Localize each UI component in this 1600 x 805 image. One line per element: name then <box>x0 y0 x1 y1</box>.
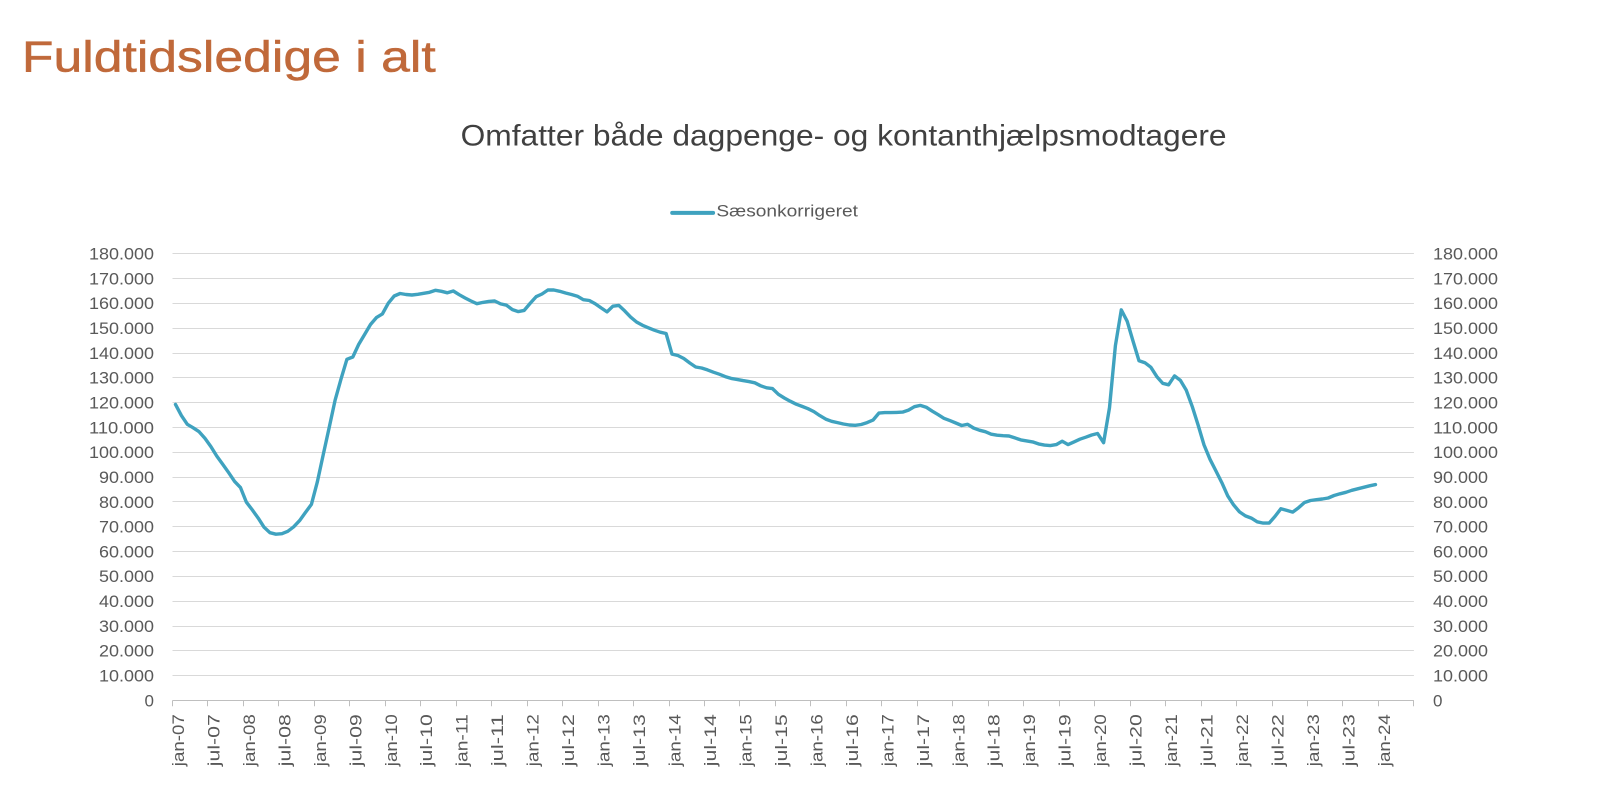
svg-text:10.000: 10.000 <box>99 667 154 686</box>
svg-text:20.000: 20.000 <box>1433 642 1488 661</box>
svg-text:80.000: 80.000 <box>99 493 154 512</box>
svg-text:130.000: 130.000 <box>1433 369 1498 388</box>
svg-text:jan-16: jan-16 <box>807 714 826 767</box>
svg-text:jul-23: jul-23 <box>1339 714 1358 767</box>
svg-text:jan-10: jan-10 <box>382 714 401 767</box>
svg-text:150.000: 150.000 <box>89 319 154 338</box>
svg-text:90.000: 90.000 <box>99 468 154 487</box>
svg-text:jan-21: jan-21 <box>1162 714 1181 767</box>
svg-text:jul-07: jul-07 <box>204 714 223 767</box>
svg-text:jan-20: jan-20 <box>1091 714 1110 767</box>
svg-text:jan-23: jan-23 <box>1304 714 1323 767</box>
svg-text:50.000: 50.000 <box>99 567 154 586</box>
svg-text:jul-21: jul-21 <box>1198 714 1217 767</box>
svg-text:jan-08: jan-08 <box>240 714 259 767</box>
svg-text:40.000: 40.000 <box>99 592 154 611</box>
svg-text:jul-20: jul-20 <box>1127 714 1146 767</box>
svg-text:jul-08: jul-08 <box>275 714 294 767</box>
svg-text:110.000: 110.000 <box>89 418 154 437</box>
svg-text:100.000: 100.000 <box>89 443 154 462</box>
svg-text:160.000: 160.000 <box>1433 294 1498 313</box>
svg-text:jul-11: jul-11 <box>488 714 507 767</box>
svg-text:0: 0 <box>1433 691 1442 710</box>
svg-text:jul-15: jul-15 <box>772 714 791 767</box>
svg-text:100.000: 100.000 <box>1433 443 1498 462</box>
svg-text:jul-17: jul-17 <box>914 714 933 767</box>
svg-text:jan-07: jan-07 <box>169 714 188 767</box>
svg-text:jan-12: jan-12 <box>524 714 543 767</box>
svg-text:jan-22: jan-22 <box>1233 714 1252 767</box>
svg-text:40.000: 40.000 <box>1433 592 1488 611</box>
svg-text:160.000: 160.000 <box>89 294 154 313</box>
svg-text:jul-13: jul-13 <box>630 714 649 767</box>
svg-text:150.000: 150.000 <box>1433 319 1498 338</box>
svg-text:jan-11: jan-11 <box>453 714 472 767</box>
svg-text:jul-10: jul-10 <box>417 714 436 767</box>
svg-text:Sæsonkorrigeret: Sæsonkorrigeret <box>716 201 858 220</box>
svg-text:jul-12: jul-12 <box>559 714 578 767</box>
svg-text:jan-24: jan-24 <box>1375 714 1394 767</box>
svg-text:Fuldtidsledige i alt: Fuldtidsledige i alt <box>22 32 436 81</box>
svg-text:120.000: 120.000 <box>89 394 154 413</box>
svg-text:jul-14: jul-14 <box>701 714 720 767</box>
svg-text:0: 0 <box>145 691 154 710</box>
svg-text:jul-09: jul-09 <box>346 714 365 767</box>
svg-text:70.000: 70.000 <box>1433 518 1488 537</box>
svg-text:70.000: 70.000 <box>99 518 154 537</box>
svg-text:jul-19: jul-19 <box>1056 714 1075 767</box>
svg-text:170.000: 170.000 <box>1433 269 1498 288</box>
svg-text:140.000: 140.000 <box>89 344 154 363</box>
svg-text:90.000: 90.000 <box>1433 468 1488 487</box>
svg-text:jan-13: jan-13 <box>595 714 614 767</box>
svg-text:30.000: 30.000 <box>1433 617 1488 636</box>
svg-text:180.000: 180.000 <box>1433 245 1498 264</box>
svg-text:10.000: 10.000 <box>1433 667 1488 686</box>
svg-text:60.000: 60.000 <box>99 542 154 561</box>
svg-text:jan-18: jan-18 <box>949 714 968 767</box>
svg-text:jul-18: jul-18 <box>985 714 1004 767</box>
svg-text:30.000: 30.000 <box>99 617 154 636</box>
svg-text:jan-14: jan-14 <box>666 714 685 767</box>
svg-text:jan-15: jan-15 <box>737 714 756 767</box>
svg-text:jan-19: jan-19 <box>1020 714 1039 767</box>
svg-text:jan-09: jan-09 <box>311 714 330 767</box>
svg-text:20.000: 20.000 <box>99 642 154 661</box>
svg-text:jul-22: jul-22 <box>1269 714 1288 767</box>
svg-text:60.000: 60.000 <box>1433 542 1488 561</box>
svg-text:50.000: 50.000 <box>1433 567 1488 586</box>
svg-text:170.000: 170.000 <box>89 269 154 288</box>
svg-text:130.000: 130.000 <box>89 369 154 388</box>
svg-text:jul-16: jul-16 <box>843 714 862 767</box>
svg-text:80.000: 80.000 <box>1433 493 1488 512</box>
svg-text:140.000: 140.000 <box>1433 344 1498 363</box>
svg-text:Omfatter både dagpenge- og kon: Omfatter både dagpenge- og kontanthjælps… <box>461 120 1227 153</box>
svg-text:120.000: 120.000 <box>1433 394 1498 413</box>
svg-text:110.000: 110.000 <box>1433 418 1498 437</box>
svg-text:180.000: 180.000 <box>89 245 154 264</box>
svg-text:jan-17: jan-17 <box>878 714 897 767</box>
